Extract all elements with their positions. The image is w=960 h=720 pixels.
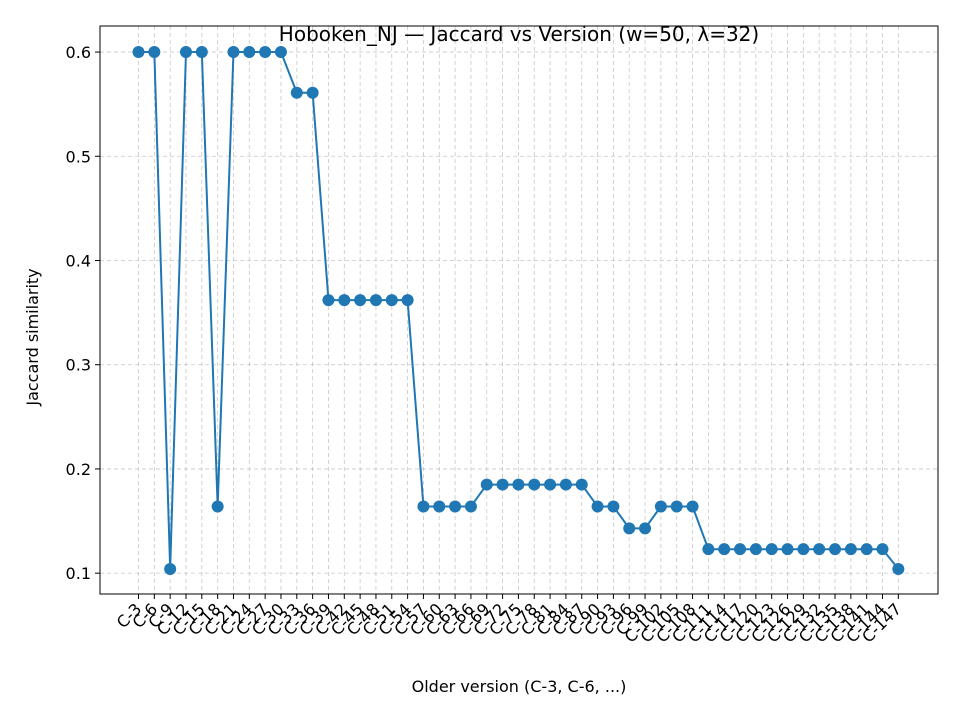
y-tick-label: 0.5 bbox=[66, 147, 91, 166]
data-point bbox=[227, 46, 240, 59]
data-point bbox=[195, 46, 208, 59]
data-point bbox=[164, 562, 177, 575]
data-point bbox=[829, 543, 842, 556]
data-point bbox=[449, 500, 462, 513]
data-point bbox=[623, 522, 636, 535]
data-point bbox=[369, 294, 382, 307]
y-tick-label: 0.4 bbox=[66, 251, 91, 270]
data-point bbox=[718, 543, 731, 556]
data-point bbox=[512, 478, 525, 491]
y-tick-label: 0.2 bbox=[66, 460, 91, 479]
data-point bbox=[259, 46, 272, 59]
data-point bbox=[401, 294, 414, 307]
data-point bbox=[306, 86, 319, 99]
data-point bbox=[575, 478, 588, 491]
data-point bbox=[243, 46, 256, 59]
data-point bbox=[686, 500, 699, 513]
data-point bbox=[797, 543, 810, 556]
data-point bbox=[844, 543, 857, 556]
data-point bbox=[132, 46, 145, 59]
data-point bbox=[781, 543, 794, 556]
data-point bbox=[354, 294, 367, 307]
data-point bbox=[734, 543, 747, 556]
data-point bbox=[559, 478, 572, 491]
data-point bbox=[702, 543, 715, 556]
data-point bbox=[591, 500, 604, 513]
data-point bbox=[385, 294, 398, 307]
y-tick-label: 0.3 bbox=[66, 356, 91, 375]
y-axis: 0.1 0.2 0.3 0.4 0.5 0.6 bbox=[66, 43, 100, 583]
data-point bbox=[765, 543, 778, 556]
data-point bbox=[338, 294, 351, 307]
data-point bbox=[322, 294, 335, 307]
data-point bbox=[464, 500, 477, 513]
x-axis: C-3C-6C-9C-12C-15C-18C-21C-24C-27C-30C-3… bbox=[113, 594, 905, 646]
chart-title: Hoboken_NJ — Jaccard vs Version (w=50, λ… bbox=[279, 22, 759, 46]
data-point bbox=[670, 500, 683, 513]
data-point bbox=[892, 562, 905, 575]
plot-frame bbox=[99, 25, 939, 595]
data-point bbox=[417, 500, 430, 513]
y-tick-label: 0.6 bbox=[66, 43, 91, 62]
data-point bbox=[211, 500, 224, 513]
data-point bbox=[860, 543, 873, 556]
y-tick-label: 0.1 bbox=[66, 564, 91, 583]
data-point bbox=[148, 46, 161, 59]
data-point bbox=[290, 86, 303, 99]
y-axis-title: Jaccard similarity bbox=[23, 268, 42, 406]
data-point bbox=[607, 500, 620, 513]
data-point bbox=[749, 543, 762, 556]
data-point bbox=[876, 543, 889, 556]
data-point bbox=[496, 478, 509, 491]
data-point bbox=[179, 46, 192, 59]
data-point bbox=[813, 543, 826, 556]
series-layer bbox=[132, 46, 905, 575]
data-point bbox=[544, 478, 557, 491]
x-axis-title: Older version (C-3, C-6, ...) bbox=[412, 677, 627, 696]
x-gridlines bbox=[138, 26, 899, 594]
data-point bbox=[639, 522, 652, 535]
data-point bbox=[274, 46, 287, 59]
data-point bbox=[528, 478, 541, 491]
data-point bbox=[480, 478, 493, 491]
data-point bbox=[654, 500, 667, 513]
data-point bbox=[433, 500, 446, 513]
